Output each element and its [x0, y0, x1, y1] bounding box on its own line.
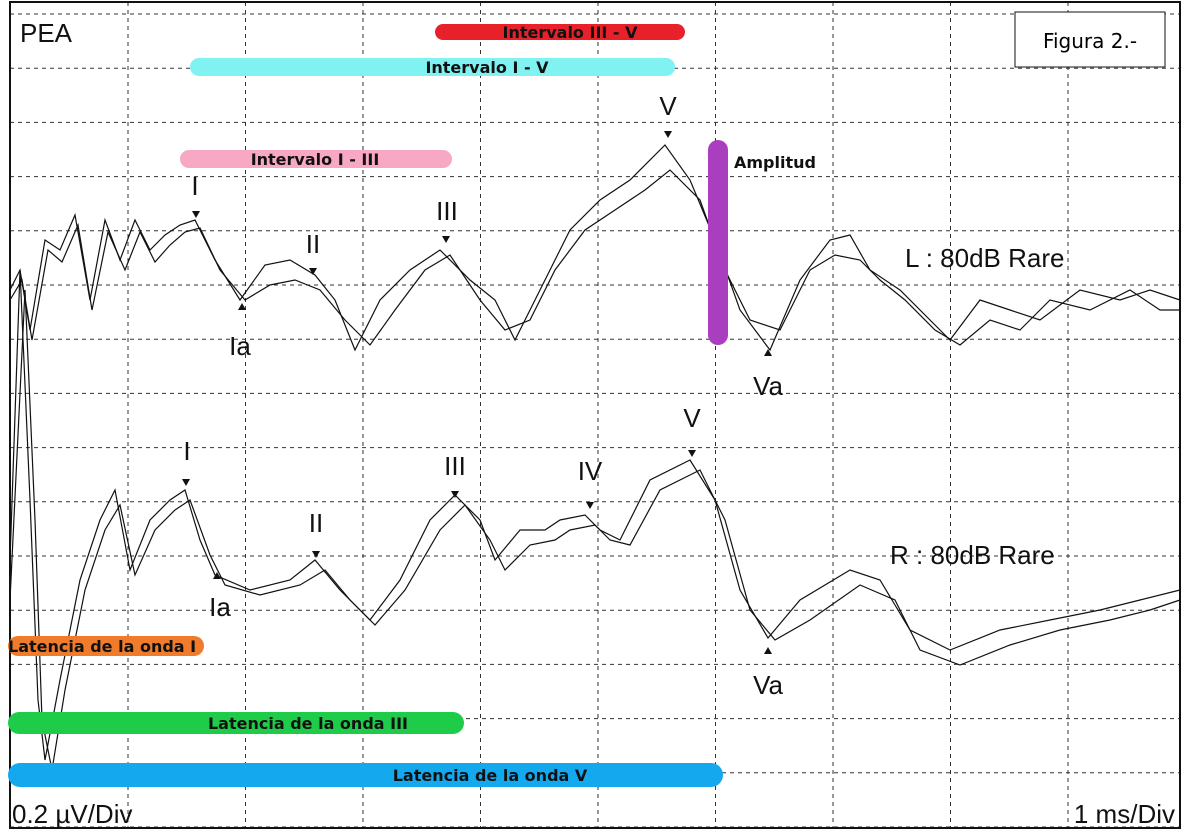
marker [764, 647, 772, 654]
wave-label: V [683, 403, 701, 433]
bar [435, 24, 685, 40]
bar [8, 763, 723, 787]
bar [190, 58, 675, 76]
trace-label: R : 80dB Rare [890, 540, 1055, 570]
title: PEA [20, 18, 73, 48]
bar [8, 712, 464, 734]
marker [764, 349, 772, 356]
figure-box [1014, 11, 1166, 68]
marker [309, 268, 317, 275]
wave-label: I [183, 436, 190, 466]
marker [182, 479, 190, 486]
wave-label: III [436, 196, 458, 226]
frame [9, 1, 1181, 829]
trace-r-a [9, 269, 1181, 761]
marker [192, 211, 200, 218]
marker [664, 131, 672, 138]
marker [213, 572, 221, 579]
wave-label: Va [753, 670, 783, 700]
annotation: Amplitud [734, 153, 816, 172]
marker [451, 491, 459, 498]
scale-left: 0.2 µV/Div [12, 799, 132, 829]
wave-label: IV [578, 456, 603, 486]
wave-label: Ia [229, 331, 251, 361]
marker [586, 502, 594, 509]
trace-label: L : 80dB Rare [905, 243, 1064, 273]
wave-label: V [659, 91, 677, 121]
scale-right: 1 ms/Div [1074, 799, 1175, 829]
annotation: Latencia de la onda III [208, 714, 408, 733]
bar [708, 140, 728, 345]
bar [8, 636, 204, 656]
trace-l-b [9, 169, 1180, 346]
wave-label: II [309, 508, 323, 538]
annotation: Intervalo I - III [251, 150, 380, 169]
wave-label: III [444, 451, 466, 481]
annotation: Latencia de la onda V [393, 766, 588, 785]
annotation: Intervalo III - V [502, 23, 638, 42]
marker [312, 551, 320, 558]
trace-r-b [9, 289, 1181, 771]
grid [10, 2, 1180, 828]
wave-label: Va [753, 371, 783, 401]
annotation: Latencia de la onda I [8, 637, 196, 656]
marker [442, 236, 450, 243]
marker [688, 450, 696, 457]
annotation: Intervalo I - V [425, 58, 549, 77]
figure-label: Figura 2.- [1043, 29, 1137, 53]
wave-label: Ia [209, 592, 231, 622]
wave-label: I [191, 171, 198, 201]
marker [238, 303, 246, 310]
wave-markers [182, 131, 772, 654]
wave-label: II [306, 229, 320, 259]
trace-l-a [9, 144, 1181, 352]
bar [180, 150, 452, 168]
